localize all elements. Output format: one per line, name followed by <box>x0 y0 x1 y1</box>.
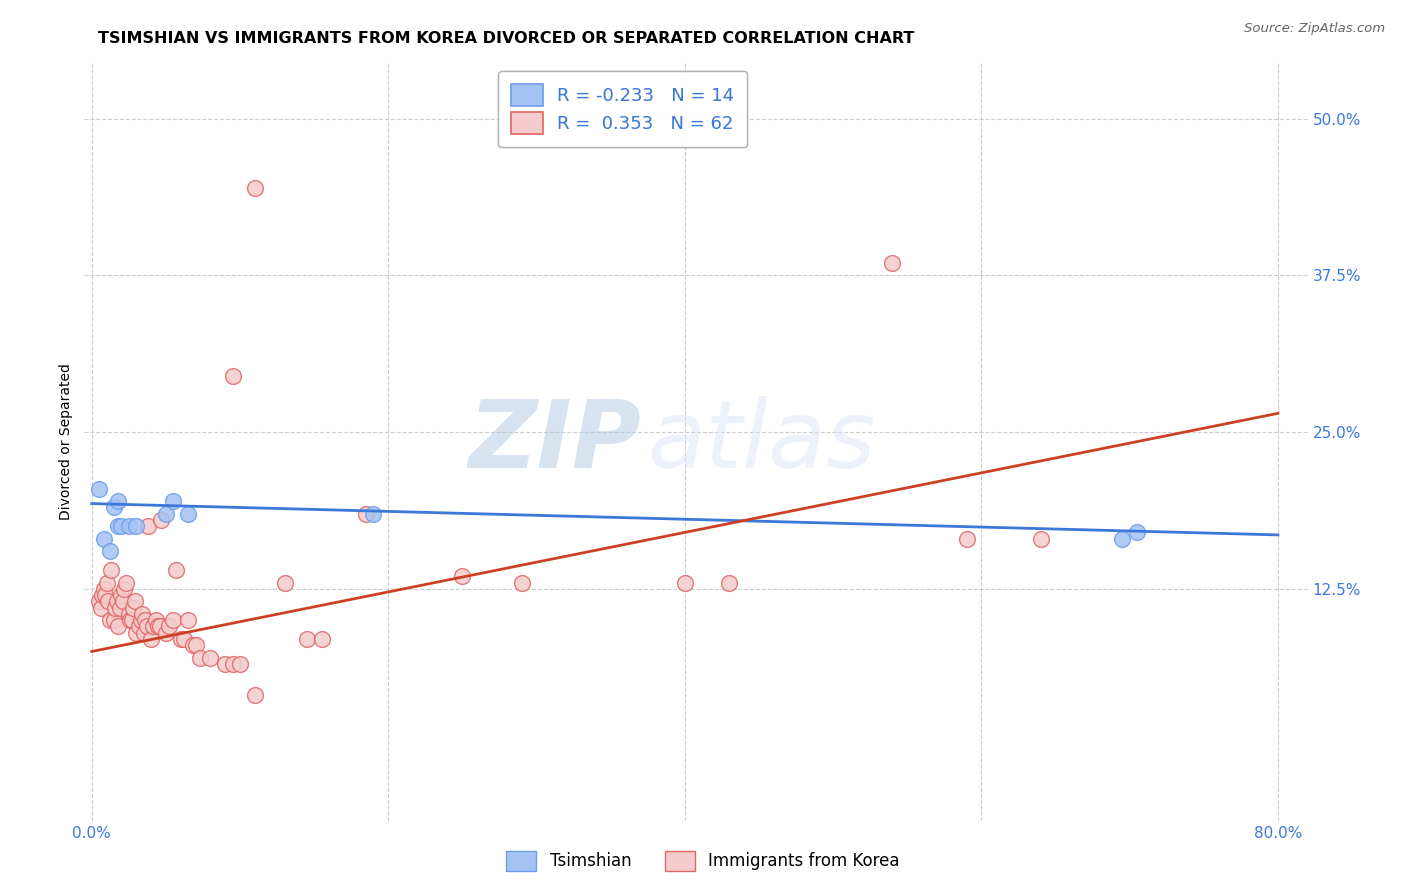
Point <box>105 594 128 608</box>
Point <box>120 613 142 627</box>
Point <box>221 368 243 383</box>
Point <box>162 613 184 627</box>
Point <box>155 625 177 640</box>
Point <box>177 613 200 627</box>
Point <box>110 519 132 533</box>
Point <box>112 582 135 596</box>
Point <box>229 657 252 671</box>
Point <box>110 588 132 602</box>
Point <box>354 507 377 521</box>
Point <box>134 613 156 627</box>
Point <box>136 519 159 533</box>
Point <box>93 532 115 546</box>
Point <box>111 594 134 608</box>
Point <box>273 575 295 590</box>
Point <box>94 588 117 602</box>
Point <box>173 632 195 646</box>
Point <box>124 594 146 608</box>
Point <box>97 594 120 608</box>
Point <box>882 256 904 270</box>
Point <box>157 619 180 633</box>
Point <box>132 625 155 640</box>
Point <box>145 613 167 627</box>
Point <box>1111 532 1133 546</box>
Point <box>1126 525 1149 540</box>
Point <box>148 619 170 633</box>
Point <box>142 619 165 633</box>
Text: TSIMSHIAN VS IMMIGRANTS FROM KOREA DIVORCED OR SEPARATED CORRELATION CHART: TSIMSHIAN VS IMMIGRANTS FROM KOREA DIVOR… <box>98 31 915 46</box>
Point <box>311 632 333 646</box>
Point <box>107 519 129 533</box>
Point <box>673 575 696 590</box>
Point <box>363 507 385 521</box>
Point <box>221 657 243 671</box>
Legend: R = -0.233   N = 14, R =  0.353   N = 62: R = -0.233 N = 14, R = 0.353 N = 62 <box>498 71 747 147</box>
Point <box>955 532 977 546</box>
Point <box>243 180 266 194</box>
Point <box>107 494 129 508</box>
Point <box>98 613 121 627</box>
Point <box>188 650 211 665</box>
Point <box>104 600 127 615</box>
Point <box>100 563 122 577</box>
Point <box>121 613 143 627</box>
Point <box>170 632 193 646</box>
Point <box>139 632 162 646</box>
Point <box>162 494 184 508</box>
Point <box>510 575 533 590</box>
Point <box>200 650 222 665</box>
Point <box>89 594 111 608</box>
Point <box>129 613 152 627</box>
Point <box>184 638 207 652</box>
Point <box>118 607 141 621</box>
Y-axis label: Divorced or Separated: Divorced or Separated <box>59 363 73 520</box>
Point <box>103 613 125 627</box>
Point <box>115 575 138 590</box>
Point <box>93 582 115 596</box>
Point <box>98 544 121 558</box>
Text: Source: ZipAtlas.com: Source: ZipAtlas.com <box>1244 22 1385 36</box>
Point <box>451 569 474 583</box>
Point <box>243 689 266 703</box>
Point <box>181 638 204 652</box>
Point <box>150 513 173 527</box>
Point <box>128 619 150 633</box>
Point <box>125 625 148 640</box>
Point <box>177 507 200 521</box>
Point <box>165 563 187 577</box>
Text: atlas: atlas <box>647 396 876 487</box>
Point <box>108 600 131 615</box>
Point <box>125 519 148 533</box>
Point <box>135 619 157 633</box>
Point <box>96 575 118 590</box>
Point <box>89 482 111 496</box>
Point <box>103 500 125 515</box>
Point <box>131 607 153 621</box>
Point <box>295 632 318 646</box>
Point <box>91 588 114 602</box>
Point <box>90 600 112 615</box>
Text: ZIP: ZIP <box>468 395 641 488</box>
Point <box>149 619 172 633</box>
Point <box>214 657 236 671</box>
Point <box>718 575 741 590</box>
Legend: Tsimshian, Immigrants from Korea: Tsimshian, Immigrants from Korea <box>498 842 908 880</box>
Point <box>1029 532 1052 546</box>
Point <box>118 519 141 533</box>
Point <box>155 507 177 521</box>
Point <box>107 619 129 633</box>
Point <box>122 600 145 615</box>
